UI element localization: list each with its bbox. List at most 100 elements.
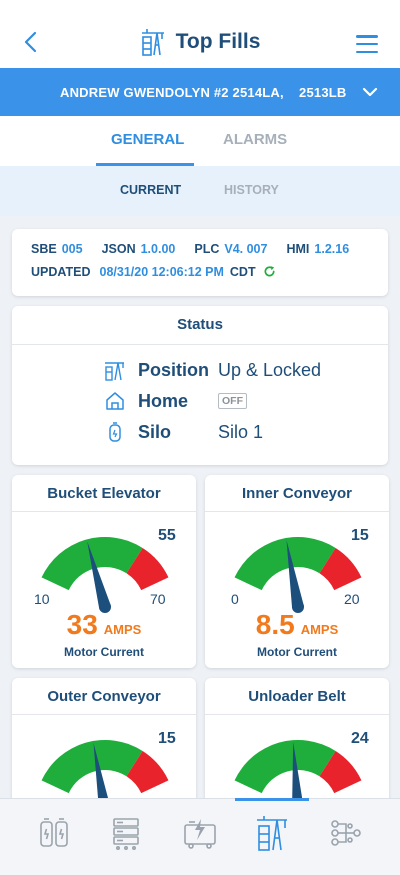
sbe-value: 005 bbox=[61, 242, 83, 256]
active-nav-indicator bbox=[235, 798, 309, 801]
main-tabs: GENERAL ALARMS bbox=[0, 116, 400, 166]
gauge-unit: AMPS bbox=[300, 622, 339, 637]
plc-label: PLC bbox=[194, 242, 220, 256]
server-rack-icon bbox=[113, 818, 139, 850]
gauge-min: 0 bbox=[231, 591, 239, 607]
divider bbox=[12, 344, 388, 345]
gauge-warning-band bbox=[319, 750, 362, 794]
version-info-card: SBE 005 JSON 1.0.00 PLC V4. 007 HMI 1.2.… bbox=[12, 229, 388, 296]
updated-label: UPDATED bbox=[31, 265, 91, 279]
generator-icon bbox=[184, 819, 216, 849]
hmi-value: 1.2.16 bbox=[314, 242, 350, 256]
gauge-needle bbox=[93, 742, 111, 812]
gauge-warning-band bbox=[126, 547, 169, 591]
gauge-needle bbox=[292, 742, 304, 811]
gauge-value: 8.5 bbox=[255, 609, 295, 640]
site-name: ANDREW GWENDOLYN #2 2514LA, 2513LB bbox=[60, 85, 347, 100]
gauge-title: Unloader Belt bbox=[248, 688, 346, 705]
tab-general[interactable]: GENERAL bbox=[111, 131, 185, 148]
gauge-normal-band bbox=[41, 740, 143, 794]
updated-timestamp: 08/31/20 12:06:12 PM bbox=[99, 265, 224, 279]
gauge-needle bbox=[87, 541, 111, 609]
json-label: JSON bbox=[101, 242, 136, 256]
gauge-title: Bucket Elevator bbox=[47, 485, 161, 502]
gauge-card-bucket-elevator[interactable]: Bucket Elevator 55 10 70 33 AMPS Motor Cu… bbox=[12, 475, 196, 668]
nav-item-silos[interactable] bbox=[32, 813, 76, 853]
status-row-home: Home OFF bbox=[104, 389, 247, 413]
silo-label: Silo bbox=[138, 421, 172, 442]
subtab-current[interactable]: CURRENT bbox=[120, 183, 182, 197]
top-fill-tower-icon bbox=[257, 816, 287, 851]
silos-icon bbox=[40, 818, 68, 847]
tower-icon bbox=[104, 359, 126, 381]
status-card: Status Position Up & Locked Home bbox=[12, 306, 388, 465]
json-value: 1.0.00 bbox=[140, 242, 176, 256]
nav-item-network[interactable] bbox=[324, 813, 368, 853]
page-title-group: Top Fills bbox=[0, 27, 400, 57]
nav-item-devices[interactable] bbox=[104, 813, 148, 853]
motor-current-gauge bbox=[41, 740, 169, 816]
gauge-warn-threshold: 55 bbox=[158, 527, 176, 544]
gauge-warn-threshold: 15 bbox=[158, 730, 176, 747]
gauge-hub bbox=[99, 601, 111, 613]
silo-icon bbox=[104, 421, 126, 443]
home-label: Home bbox=[138, 390, 189, 411]
gauge-caption: Motor Current bbox=[64, 645, 144, 659]
divider bbox=[205, 511, 389, 512]
site-selector[interactable]: ANDREW GWENDOLYN #2 2514LA, 2513LB bbox=[0, 68, 400, 116]
gauge-max: 20 bbox=[344, 591, 360, 607]
position-value: Up & Locked bbox=[218, 359, 322, 380]
gauge-warn-threshold: 24 bbox=[351, 730, 369, 747]
gauge-title: Outer Conveyor bbox=[47, 688, 161, 705]
gauge-normal-band bbox=[234, 537, 336, 591]
back-arrow-icon bbox=[24, 31, 37, 53]
gauge-warning-band bbox=[319, 547, 362, 591]
bottom-nav bbox=[0, 798, 400, 875]
network-flow-icon bbox=[331, 820, 361, 846]
tower-icon bbox=[141, 29, 164, 56]
motor-current-gauge bbox=[41, 537, 169, 613]
nav-item-power[interactable] bbox=[178, 813, 222, 853]
divider bbox=[205, 714, 389, 715]
refresh-icon[interactable] bbox=[263, 265, 276, 278]
sbe-label: SBE bbox=[31, 242, 57, 256]
gauge-card-inner-conveyor[interactable]: Inner Conveyor 15 0 20 8.5 AMPS Motor Cur… bbox=[205, 475, 389, 668]
sub-tabs: CURRENT HISTORY bbox=[0, 166, 400, 216]
app-header: Top Fills bbox=[0, 0, 400, 68]
gauge-reading: 33 AMPS bbox=[12, 609, 196, 641]
home-icon bbox=[104, 390, 126, 412]
gauge-hub bbox=[292, 601, 304, 613]
gauge-warn-threshold: 15 bbox=[351, 527, 369, 544]
divider bbox=[12, 511, 196, 512]
back-button[interactable] bbox=[18, 28, 46, 56]
gauge-caption: Motor Current bbox=[257, 645, 337, 659]
gauge-warning-band bbox=[126, 750, 169, 794]
chevron-down-icon bbox=[362, 87, 378, 97]
gauge-value: 33 bbox=[66, 609, 98, 640]
plc-value: V4. 007 bbox=[224, 242, 268, 256]
hmi-label: HMI bbox=[286, 242, 310, 256]
gauge-max: 70 bbox=[150, 591, 166, 607]
home-off-badge: OFF bbox=[218, 393, 247, 409]
status-title: Status bbox=[177, 316, 223, 333]
gauge-unit: AMPS bbox=[103, 622, 142, 637]
subtab-history[interactable]: HISTORY bbox=[224, 183, 279, 197]
nav-item-top-fills[interactable] bbox=[250, 813, 294, 853]
motor-current-gauge bbox=[234, 537, 362, 613]
gauge-reading: 8.5 AMPS bbox=[205, 609, 389, 641]
menu-button[interactable] bbox=[356, 35, 378, 53]
silo-value: Silo 1 bbox=[218, 421, 264, 442]
timezone-label: CDT bbox=[229, 265, 256, 279]
page-title: Top Fills bbox=[175, 30, 261, 53]
gauge-min: 10 bbox=[34, 591, 50, 607]
status-row-silo: Silo Silo 1 bbox=[104, 420, 263, 444]
tab-alarms[interactable]: ALARMS bbox=[223, 131, 288, 148]
divider bbox=[12, 714, 196, 715]
position-label: Position bbox=[138, 359, 209, 380]
status-row-position: Position Up & Locked bbox=[104, 358, 321, 382]
gauge-needle bbox=[286, 539, 304, 609]
gauge-normal-band bbox=[234, 740, 336, 794]
hamburger-menu-icon bbox=[356, 35, 378, 38]
active-tab-indicator bbox=[96, 163, 194, 166]
gauge-title: Inner Conveyor bbox=[241, 485, 353, 502]
